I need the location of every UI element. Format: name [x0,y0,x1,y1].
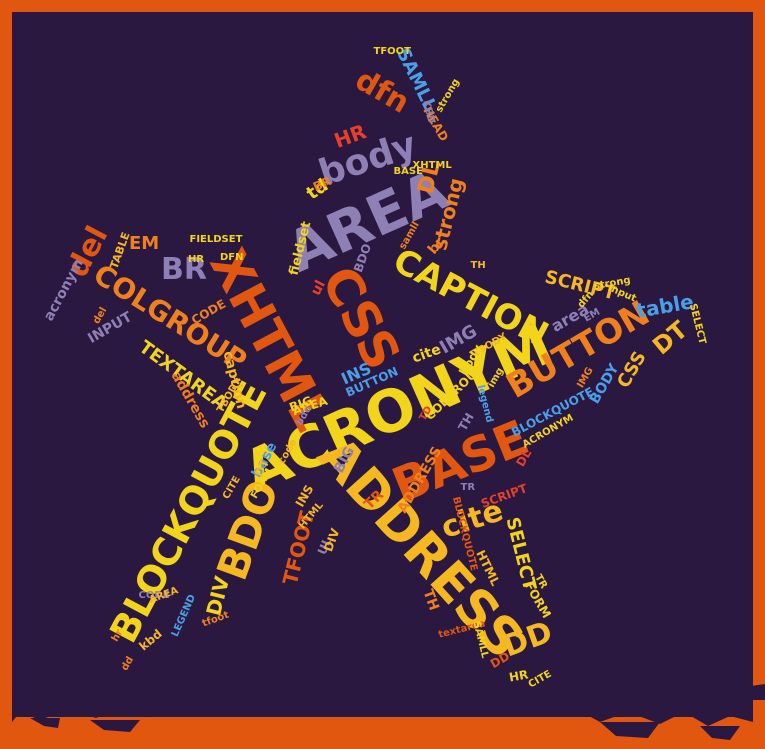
cloud-word: table [634,289,696,323]
cloud-word: EM [129,233,160,254]
cloud-word: TR [460,482,476,493]
cloud-word: strong [433,77,462,115]
cloud-word: DIV [321,526,343,554]
cloud-word: DT [647,315,694,361]
cloud-word: FIELDSET [189,234,243,245]
cloud-word: CODE [138,590,170,601]
cloud-word: TFOOT [373,46,411,57]
cloud-word: CITE [526,668,554,691]
cloud-word: XHTML [412,160,452,171]
cloud-word: DFN [220,252,244,263]
dark-background-panel [12,12,753,717]
cloud-word: BR [161,252,207,287]
cloud-word: HR [188,254,205,265]
cloud-word: TH [470,260,486,271]
cloud-word: SCRIPT [479,481,530,511]
cloud-word: BASE [393,166,423,177]
cloud-word: LEGEND [169,593,198,639]
cloud-word: HR [507,667,529,685]
cloud-word: dd [119,654,137,673]
